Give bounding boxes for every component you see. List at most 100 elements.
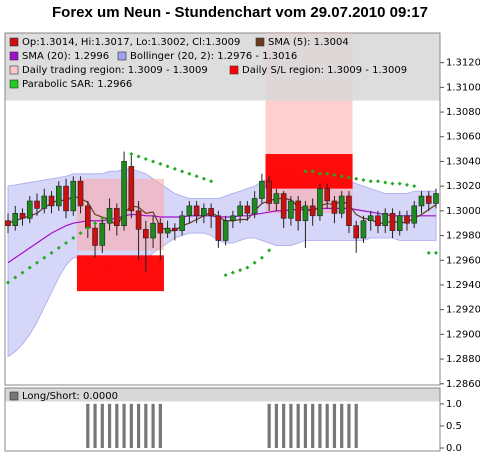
candle-body bbox=[157, 222, 164, 234]
sar-dot bbox=[223, 273, 228, 278]
candle-body bbox=[411, 205, 418, 224]
y-tick-label: 0.0 bbox=[446, 443, 462, 454]
sar-dot bbox=[426, 250, 431, 255]
long-short-bar bbox=[158, 403, 162, 448]
candle-body bbox=[201, 208, 207, 217]
candle-body bbox=[317, 188, 323, 217]
legend-swatch bbox=[255, 37, 265, 47]
candle-body bbox=[70, 180, 77, 212]
sar-dot bbox=[332, 173, 337, 178]
sar-dot bbox=[13, 275, 18, 280]
long-short-bar bbox=[129, 403, 133, 448]
candle-body bbox=[382, 213, 389, 226]
sar-dot bbox=[172, 166, 177, 171]
long-short-bar bbox=[296, 403, 300, 448]
long-short-bar bbox=[289, 403, 293, 448]
y-tick-label: 1.0 bbox=[446, 399, 462, 410]
legend-label: Op:1.3014, Hi:1.3017, Lo:1.3002, Cl:1.30… bbox=[22, 37, 240, 48]
candle-body bbox=[259, 180, 265, 199]
sar-dot bbox=[252, 260, 257, 265]
y-tick-label: 1.2980 bbox=[446, 231, 480, 242]
candle-body bbox=[121, 161, 127, 226]
long-short-bar bbox=[144, 403, 148, 448]
y-tick-label: 1.2940 bbox=[446, 280, 480, 291]
long-short-bar bbox=[282, 403, 286, 448]
candle-body bbox=[172, 227, 178, 231]
legend-swatch bbox=[9, 51, 19, 61]
sar-dot bbox=[238, 268, 243, 273]
candle-body bbox=[12, 213, 19, 226]
candle-body bbox=[186, 205, 193, 217]
sar-dot bbox=[245, 265, 250, 270]
long-short-bar bbox=[107, 403, 112, 448]
candle-body bbox=[106, 208, 113, 224]
sar-dot bbox=[404, 182, 409, 187]
candle-body bbox=[404, 215, 410, 224]
long-short-bar bbox=[311, 403, 315, 448]
candle-body bbox=[179, 215, 185, 231]
sar-dot bbox=[361, 177, 366, 182]
legend-label: Daily S/L region: 1.3009 - 1.3009 bbox=[242, 65, 407, 76]
sar-dot bbox=[354, 176, 359, 181]
long-short-bar bbox=[318, 403, 322, 448]
legend-label: SMA (5): 1.3004 bbox=[268, 37, 349, 48]
candle-body bbox=[135, 210, 142, 230]
candle-body bbox=[346, 195, 352, 226]
candle-body bbox=[389, 213, 396, 231]
sar-dot bbox=[129, 152, 134, 157]
y-tick-label: 1.2920 bbox=[446, 305, 480, 316]
indicator-label: Long/Short: 0.0000 bbox=[22, 391, 118, 402]
candle-body bbox=[99, 222, 106, 246]
long-short-bar bbox=[100, 403, 104, 448]
candle-body bbox=[193, 205, 200, 217]
sar-dot bbox=[267, 248, 272, 253]
indicator-legend-box bbox=[5, 388, 440, 402]
trading-region bbox=[76, 178, 164, 251]
candle-body bbox=[433, 193, 439, 204]
candle-body bbox=[280, 193, 287, 219]
legend-swatch bbox=[9, 65, 19, 75]
sar-dot bbox=[93, 221, 98, 226]
y-tick-label: 1.2900 bbox=[446, 329, 480, 340]
sar-dot bbox=[259, 255, 264, 260]
long-short-bar bbox=[303, 403, 308, 448]
y-tick-label: 0.5 bbox=[446, 421, 462, 432]
sma20-line bbox=[7, 207, 436, 264]
sar-dot bbox=[375, 179, 380, 184]
sar-dot bbox=[165, 164, 170, 169]
y-tick-label: 1.2960 bbox=[446, 255, 480, 266]
sar-dot bbox=[6, 280, 10, 285]
y-tick-label: 1.2880 bbox=[446, 354, 480, 365]
sar-dot bbox=[194, 174, 199, 179]
sar-dot bbox=[303, 169, 308, 174]
legend-swatch bbox=[9, 79, 19, 89]
candle-body bbox=[418, 195, 425, 207]
indicator-plot bbox=[86, 403, 358, 448]
candle-body bbox=[222, 220, 229, 241]
sar-dot bbox=[434, 250, 438, 255]
candle-body bbox=[367, 215, 374, 222]
candle-body bbox=[331, 200, 338, 214]
candle-body bbox=[273, 193, 280, 204]
y-tick-label: 1.3080 bbox=[446, 107, 480, 118]
candle-body bbox=[19, 213, 26, 219]
candle-body bbox=[55, 185, 62, 207]
sar-dot bbox=[151, 159, 156, 164]
candle-body bbox=[302, 205, 309, 222]
candle-body bbox=[84, 205, 91, 229]
sar-dot bbox=[412, 184, 417, 189]
sar-dot bbox=[56, 245, 61, 250]
candle-body bbox=[324, 188, 330, 202]
candle-body bbox=[295, 200, 301, 222]
sar-dot bbox=[310, 169, 315, 174]
candle-body bbox=[251, 198, 258, 214]
long-short-bar bbox=[115, 403, 119, 448]
candle-body bbox=[266, 180, 272, 204]
candle-body bbox=[230, 215, 236, 222]
sar-dot bbox=[100, 216, 105, 221]
chart-title: Forex um Neun - Stundenchart vom 29.07.2… bbox=[52, 4, 428, 21]
sar-dot bbox=[27, 265, 32, 270]
sar-dot bbox=[325, 171, 330, 176]
candle-body bbox=[63, 185, 69, 212]
legend-label: Bollinger (20, 2): 1.2976 - 1.3016 bbox=[130, 51, 297, 62]
